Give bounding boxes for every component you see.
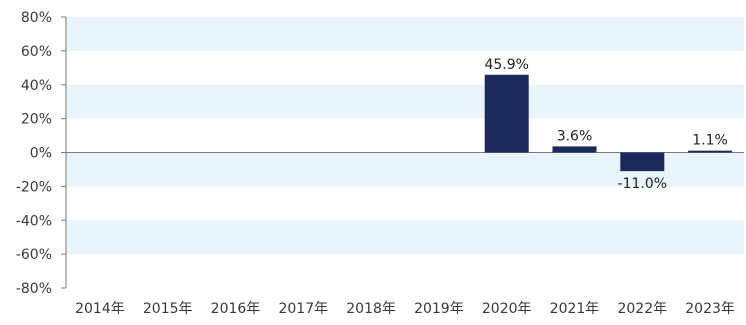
data-label: -11.0% (618, 176, 668, 192)
data-label: 1.1% (692, 133, 728, 149)
bar (484, 74, 529, 153)
data-label: 45.9% (484, 57, 528, 73)
x-tick-label: 2014年 (75, 301, 125, 317)
bar (552, 146, 597, 153)
y-tick-label: 80% (21, 10, 52, 26)
y-tick-label: -80% (16, 281, 52, 297)
y-tick-label: 0% (30, 146, 52, 162)
y-tick-label: 20% (21, 112, 52, 128)
x-tick-label: 2021年 (550, 301, 600, 317)
bar (620, 152, 665, 172)
data-labels: 45.9% 3.6% -11.0% 1.1% (484, 57, 727, 192)
y-tick-label: -40% (16, 213, 52, 229)
x-tick-label: 2017年 (278, 301, 328, 317)
x-tick-label: 2022年 (617, 301, 667, 317)
bar (688, 150, 733, 153)
x-tick-label: 2015年 (143, 301, 193, 317)
x-tick-label: 2019年 (414, 301, 464, 317)
data-label: 3.6% (557, 128, 593, 144)
y-tick-label: -20% (16, 179, 52, 195)
grid-band (66, 220, 744, 255)
bars (484, 74, 733, 172)
x-tick-label: 2023年 (685, 301, 735, 317)
x-tick-labels: 2014年 2015年 2016年 2017年 2018年 2019年 2020年 2021年… (75, 301, 735, 317)
y-tick-label: 40% (21, 78, 52, 94)
grid-bands (66, 17, 744, 255)
grid-band (66, 17, 744, 51)
x-tick-label: 2020年 (482, 301, 532, 317)
x-tick-label: 2016年 (211, 301, 261, 317)
y-tick-label: 60% (21, 44, 52, 60)
y-tick-labels: 80% 60% 40% 20% 0% -20% -40% -60% -80% (16, 10, 66, 297)
y-tick-label: -60% (16, 247, 52, 263)
grid-band (66, 84, 744, 119)
x-tick-label: 2018年 (346, 301, 396, 317)
